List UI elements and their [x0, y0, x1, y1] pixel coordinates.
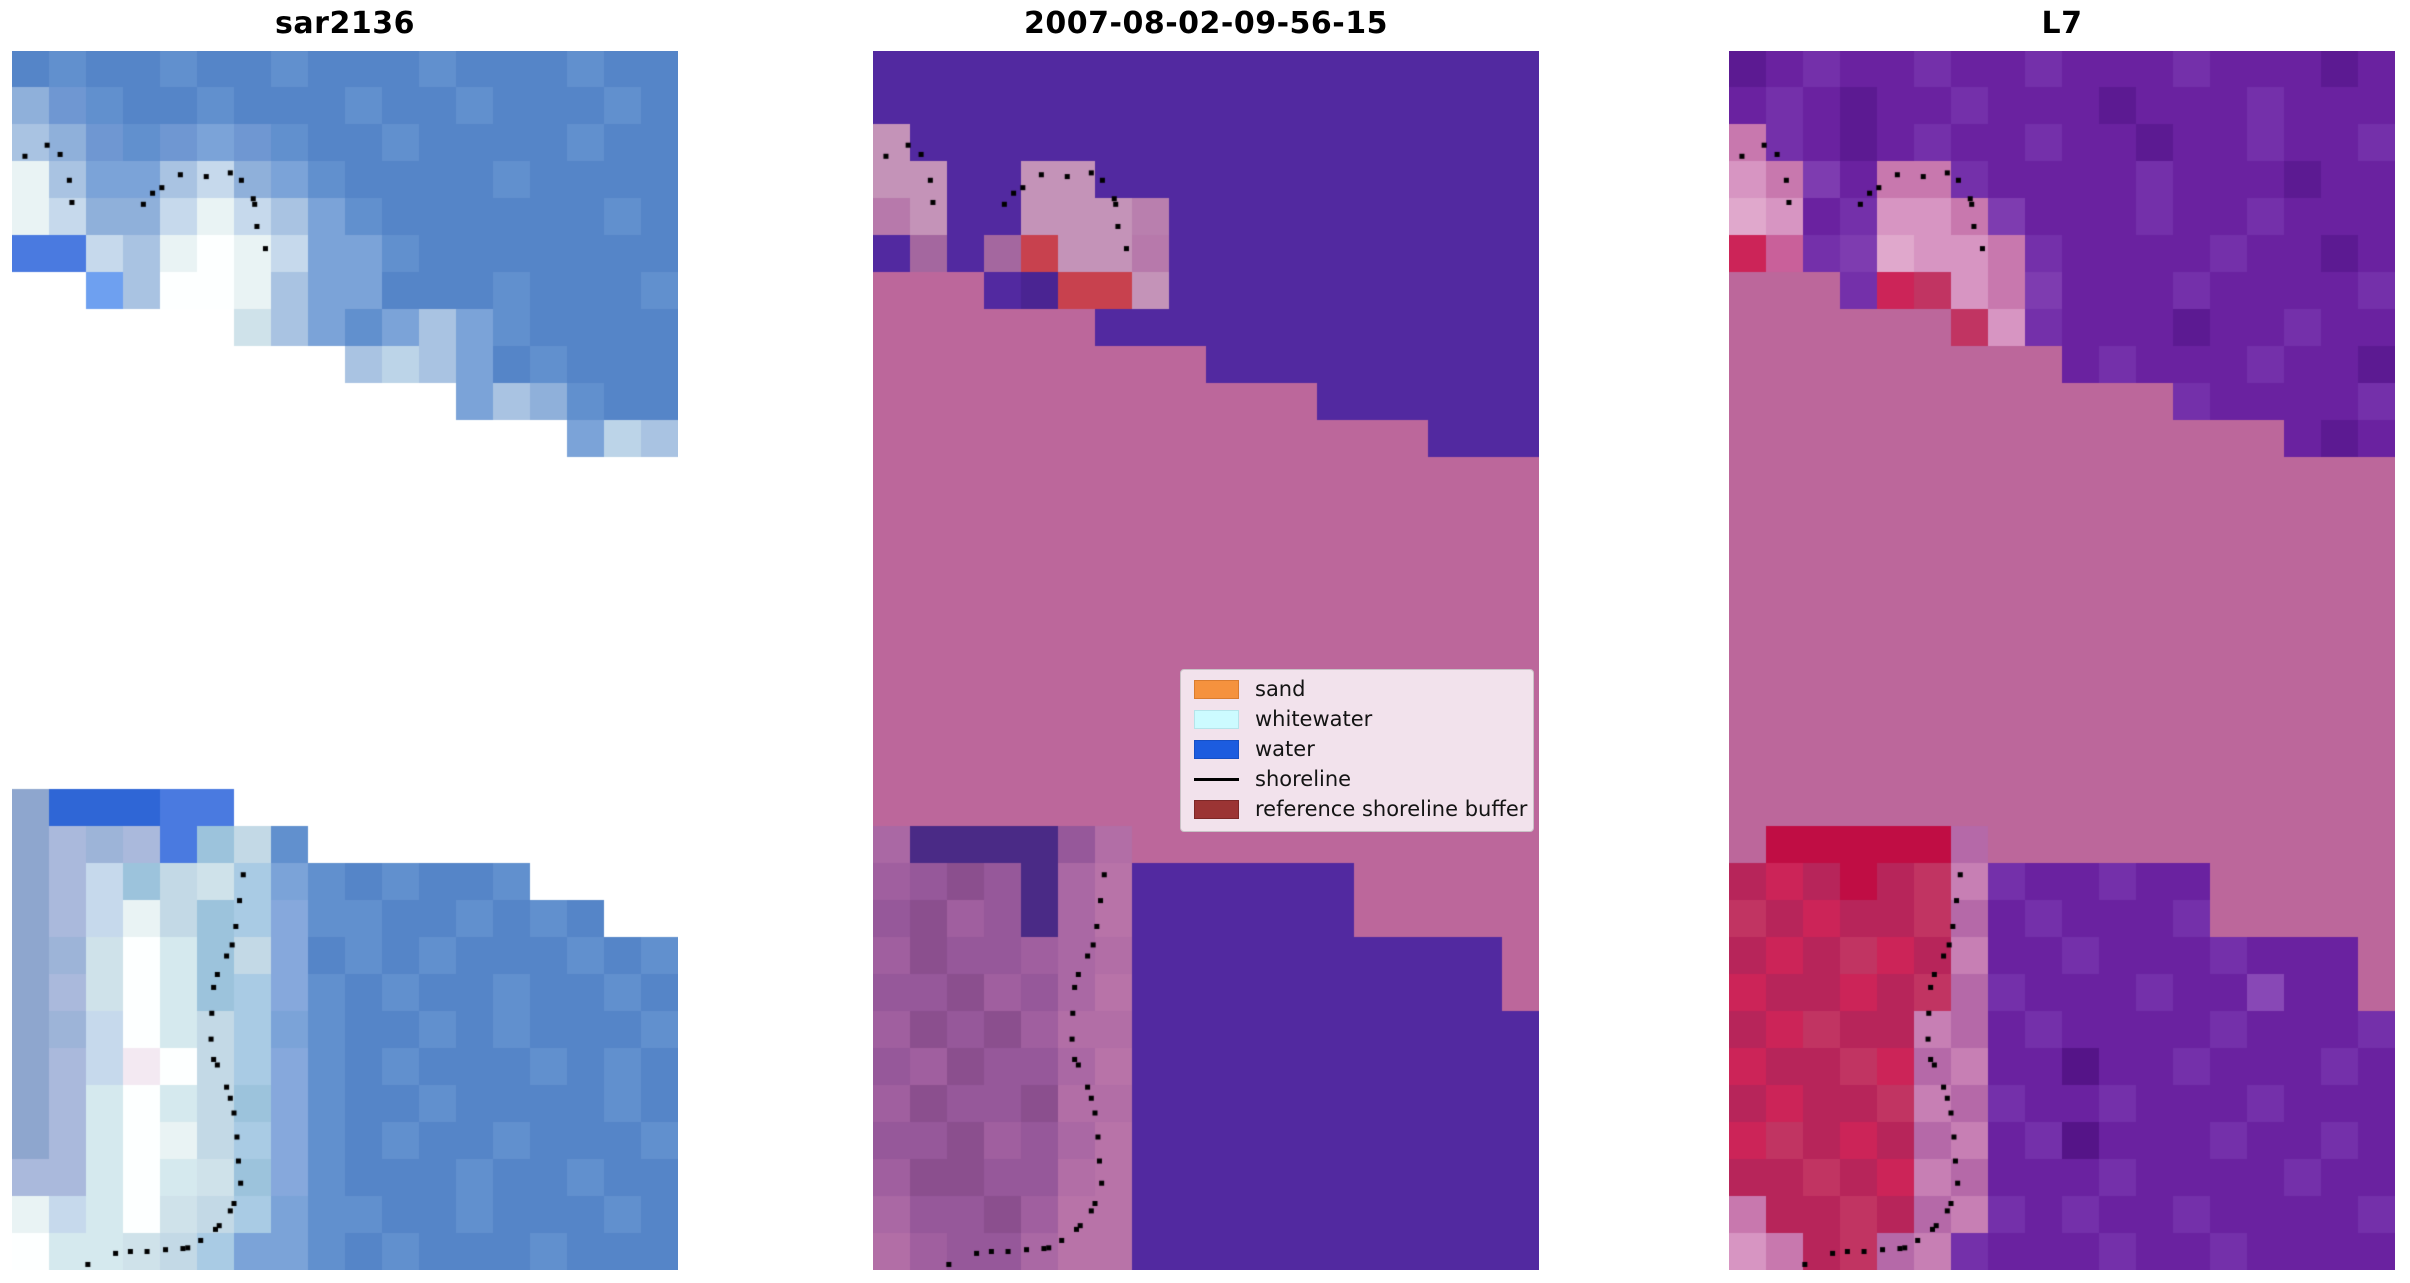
legend-patch-swatch: [1194, 680, 1239, 699]
legend-row: whitewater: [1194, 709, 1520, 730]
classified-image-panel: [873, 51, 1539, 1270]
legend-label: sand: [1255, 677, 1306, 701]
panel-title-l7: L7: [2041, 6, 2083, 41]
legend-patch-swatch: [1194, 740, 1239, 759]
legend-row: shoreline: [1194, 769, 1520, 790]
legend-label: shoreline: [1255, 767, 1352, 791]
legend-row: reference shoreline buffer: [1194, 799, 1527, 820]
panel-title-sar2136: sar2136: [275, 6, 415, 41]
legend-label: reference shoreline buffer: [1255, 797, 1528, 821]
legend-label: whitewater: [1255, 707, 1373, 731]
legend: sand whitewater water shoreline reference sh…: [1180, 669, 1534, 832]
legend-patch-swatch: [1194, 800, 1239, 819]
legend-line-swatch: [1194, 778, 1239, 781]
panel-title-timestamp: 2007-08-02-09-56-15: [1024, 6, 1388, 41]
l7-image-panel: [1729, 51, 2395, 1270]
legend-label: water: [1255, 737, 1315, 761]
legend-row: sand: [1194, 679, 1520, 700]
legend-patch-swatch: [1194, 710, 1239, 729]
sar-image-panel: [12, 51, 678, 1270]
legend-row: water: [1194, 739, 1520, 760]
